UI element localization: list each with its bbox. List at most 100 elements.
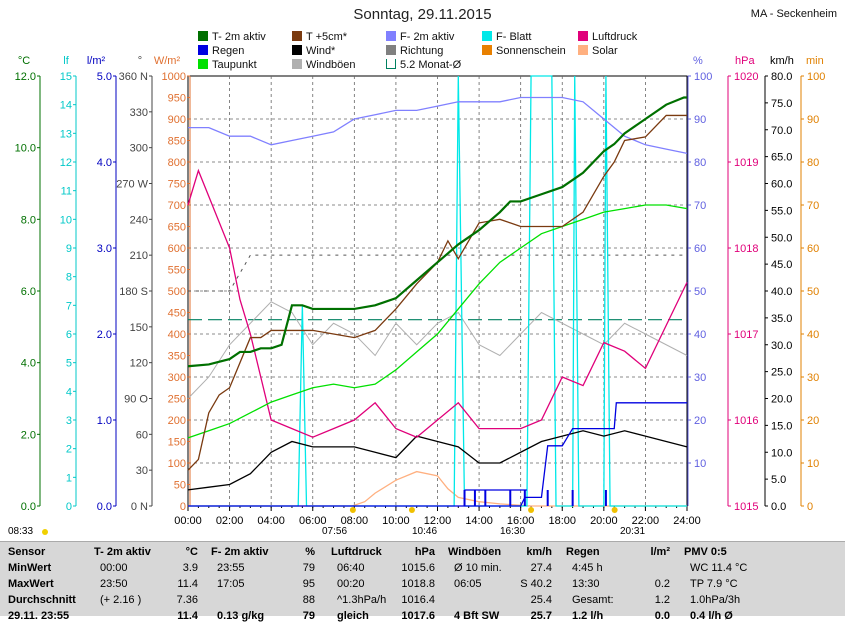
- axis-tick-label-humidity: 40: [694, 329, 706, 341]
- stats-cell-label: gleich: [331, 610, 369, 622]
- moonrise-label: 08:33: [8, 526, 33, 537]
- stats-cell-label: 17:05: [211, 578, 245, 590]
- axis-tick-label-minutes: 80: [807, 157, 819, 169]
- stats-cell-value: 7.36: [177, 594, 198, 606]
- axis-tick-label-dir: 300: [130, 143, 148, 155]
- stats-label: MaxWert: [8, 578, 76, 594]
- stats-row: Ø 10 min.27.4: [448, 562, 558, 578]
- axis-tick-label-temp: 6.0: [21, 286, 36, 298]
- axis-tick-label-wind: 15.0: [771, 420, 792, 432]
- stats-cell-value: 1016.4: [401, 594, 435, 606]
- stats-cell-label: 1.0hPa/3h: [684, 594, 740, 606]
- axis-tick-label-humidity: 70: [694, 200, 706, 212]
- axis-tick-label-wind: 25.0: [771, 367, 792, 379]
- axis-tick-label-lf: 7: [66, 300, 72, 312]
- axis-tick-label-pressure: 1016: [734, 415, 758, 427]
- stats-cell-value: 3.9: [183, 562, 198, 574]
- stats-cell-value: 11.4: [177, 578, 198, 590]
- axis-tick-label-solar: 100: [168, 458, 186, 470]
- stats-cell-value: 1017.6: [401, 610, 435, 622]
- axis-tick-label-minutes: 100: [807, 71, 825, 83]
- axis-tick-label-wind: 80.0: [771, 71, 792, 83]
- sun-transit-label: 10:46: [412, 526, 437, 537]
- axis-tick-label-solar: 50: [174, 480, 186, 492]
- stats-head-label: Regen: [566, 546, 600, 558]
- stats-cell-label: 06:05: [448, 578, 482, 590]
- axis-tick-label-lf: 2: [66, 444, 72, 456]
- axis-tick-label-lf: 12: [60, 157, 72, 169]
- axis-tick-label-solar: 150: [168, 437, 186, 449]
- axis-tick-label-wind: 65.0: [771, 152, 792, 164]
- axis-tick-label-dir: 30: [136, 465, 148, 477]
- stats-head-unit: %: [305, 546, 315, 558]
- stats-cell-value: 79: [303, 562, 315, 574]
- axis-tick-label-temp: 12.0: [15, 71, 36, 83]
- axis-unit-humidity: %: [693, 55, 703, 67]
- axis-tick-label-dir: 180 S: [119, 286, 148, 298]
- axis-tick-label-temp: 10.0: [15, 143, 36, 155]
- axis-tick-label-minutes: 50: [807, 286, 819, 298]
- axis-tick-label-pressure: 1017: [734, 329, 758, 341]
- axis-tick-label-temp: 4.0: [21, 358, 36, 370]
- stats-cell-label: 23:50: [94, 578, 128, 590]
- stats-cell-value: 95: [303, 578, 315, 590]
- axis-tick-label-wind: 70.0: [771, 125, 792, 137]
- axis-tick-label-humidity: 60: [694, 243, 706, 255]
- stats-column-header: F- 2m aktiv%: [211, 546, 321, 562]
- stats-cell-label: [448, 594, 454, 606]
- axis-tick-label-dir: 240: [130, 214, 148, 226]
- sun-marker: [528, 507, 534, 513]
- stats-row: 06:05 S 40.2: [448, 578, 558, 594]
- stats-cell-value: 1.2: [655, 594, 670, 606]
- axis-tick-label-wind: 40.0: [771, 286, 792, 298]
- axis-tick-label-wind: 10.0: [771, 447, 792, 459]
- stats-head-label: F- 2m aktiv: [211, 546, 268, 558]
- axis-tick-label-humidity: 10: [694, 458, 706, 470]
- axis-tick-label-minutes: 10: [807, 458, 819, 470]
- x-tick-label: 00:00: [174, 515, 202, 527]
- axis-unit-lf: lf: [63, 55, 69, 67]
- stats-row: TP 7.9 °C: [684, 578, 794, 594]
- axis-tick-label-solar: 500: [168, 286, 186, 298]
- stats-row: 25.4: [448, 594, 558, 610]
- stats-row-labels: Sensor MinWert MaxWert Durchschnitt 29.1…: [8, 546, 76, 626]
- axis-tick-label-rain: 4.0: [97, 157, 112, 169]
- axis-tick-label-wind: 45.0: [771, 259, 792, 271]
- axis-unit-rain: l/m²: [87, 55, 106, 67]
- axis-tick-label-minutes: 20: [807, 415, 819, 427]
- axis-tick-label-lf: 13: [60, 128, 72, 140]
- axis-unit-pressure: hPa: [735, 55, 755, 67]
- axis-tick-label-lf: 0: [66, 501, 72, 513]
- axis-tick-label-solar: 250: [168, 394, 186, 406]
- statistics-panel: Sensor MinWert MaxWert Durchschnitt 29.1…: [0, 541, 845, 616]
- sunrise-label: 07:56: [322, 526, 347, 537]
- axis-tick-label-humidity: 30: [694, 372, 706, 384]
- stats-cell-label: 00:00: [94, 562, 128, 574]
- axis-unit-temp: °C: [18, 55, 30, 67]
- axis-tick-label-lf: 9: [66, 243, 72, 255]
- axis-tick-label-temp: 0.0: [21, 501, 36, 513]
- stats-cell-label: 00:20: [331, 578, 365, 590]
- axis-tick-label-lf: 14: [60, 100, 72, 112]
- axis-tick-label-humidity: 20: [694, 415, 706, 427]
- stats-cell-value: S 40.2: [520, 578, 552, 590]
- axis-tick-label-rain: 2.0: [97, 329, 112, 341]
- axis-tick-label-solar: 750: [168, 179, 186, 191]
- axis-tick-label-solar: 800: [168, 157, 186, 169]
- axis-tick-label-solar: 350: [168, 351, 186, 363]
- axis-tick-label-minutes: 40: [807, 329, 819, 341]
- axis-tick-label-dir: 120: [130, 358, 148, 370]
- stats-cell-value: 0.2: [655, 578, 670, 590]
- axis-tick-label-lf: 10: [60, 214, 72, 226]
- stats-row: WC 11.4 °C: [684, 562, 794, 578]
- stats-cell-value: 11.4: [177, 610, 198, 622]
- sun-marker: [350, 507, 356, 513]
- stats-row: gleich 1017.6: [331, 610, 441, 626]
- x-tick-label: 14:00: [465, 515, 493, 527]
- axis-tick-label-temp: 2.0: [21, 429, 36, 441]
